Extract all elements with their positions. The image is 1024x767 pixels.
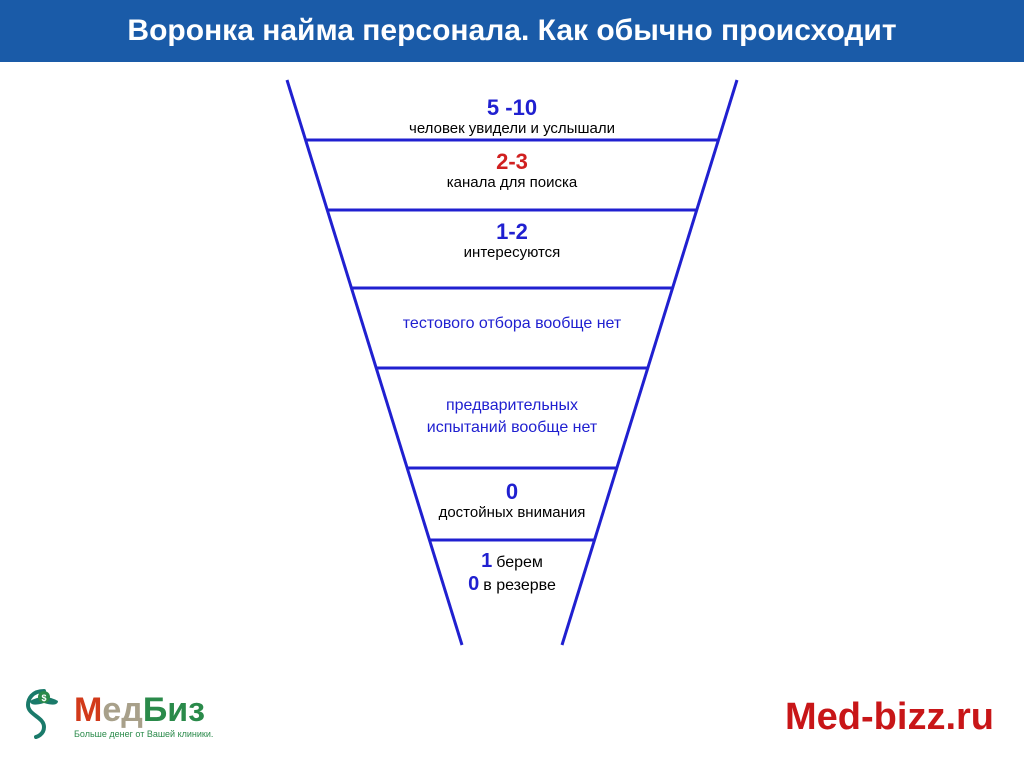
funnel-stage-5: предварительныхиспытаний вообще нет xyxy=(312,395,712,440)
stage-label: человек увидели и услышали xyxy=(312,120,712,138)
logo-tagline: Больше денег от Вашей клиники. xyxy=(74,729,213,739)
stage-value: 5 -10 xyxy=(312,96,712,120)
stage-value: 2-3 xyxy=(312,150,712,174)
stage-label: канала для поиска xyxy=(312,174,712,192)
funnel-stage-1: 5 -10человек увидели и услышали xyxy=(312,96,712,138)
funnel-stage-7: 1берем0в резерве xyxy=(312,550,712,596)
funnel-diagram: 5 -10человек увидели и услышали 2-3канала… xyxy=(0,72,1024,652)
funnel-stage-4: тестового отбора вообще нет xyxy=(312,313,712,335)
stage-value: 0 xyxy=(312,480,712,504)
site-url: Med-bizz.ru xyxy=(785,696,994,739)
stage-text: тестового отбора вообще нет xyxy=(312,313,712,335)
stage-pair-row: 1берем xyxy=(312,550,712,573)
medbiz-logo-icon: $ xyxy=(22,687,66,745)
funnel-stage-3: 1-2интересуются xyxy=(312,220,712,262)
svg-text:$: $ xyxy=(41,693,46,703)
stage-label: достойных внимания xyxy=(312,504,712,522)
funnel-stage-6: 0достойных внимания xyxy=(312,480,712,522)
stage-pair-row: 0в резерве xyxy=(312,573,712,596)
stage-label: интересуются xyxy=(312,244,712,262)
funnel-stage-2: 2-3канала для поиска xyxy=(312,150,712,192)
logo: $ М ед Биз Больше денег от Вашей клиники… xyxy=(22,687,213,745)
stage-text: предварительных xyxy=(312,395,712,417)
stage-value: 1-2 xyxy=(312,220,712,244)
stage-text: испытаний вообще нет xyxy=(312,417,712,439)
page-title: Воронка найма персонала. Как обычно прои… xyxy=(0,0,1024,62)
logo-wordmark: М ед Биз xyxy=(74,693,213,727)
